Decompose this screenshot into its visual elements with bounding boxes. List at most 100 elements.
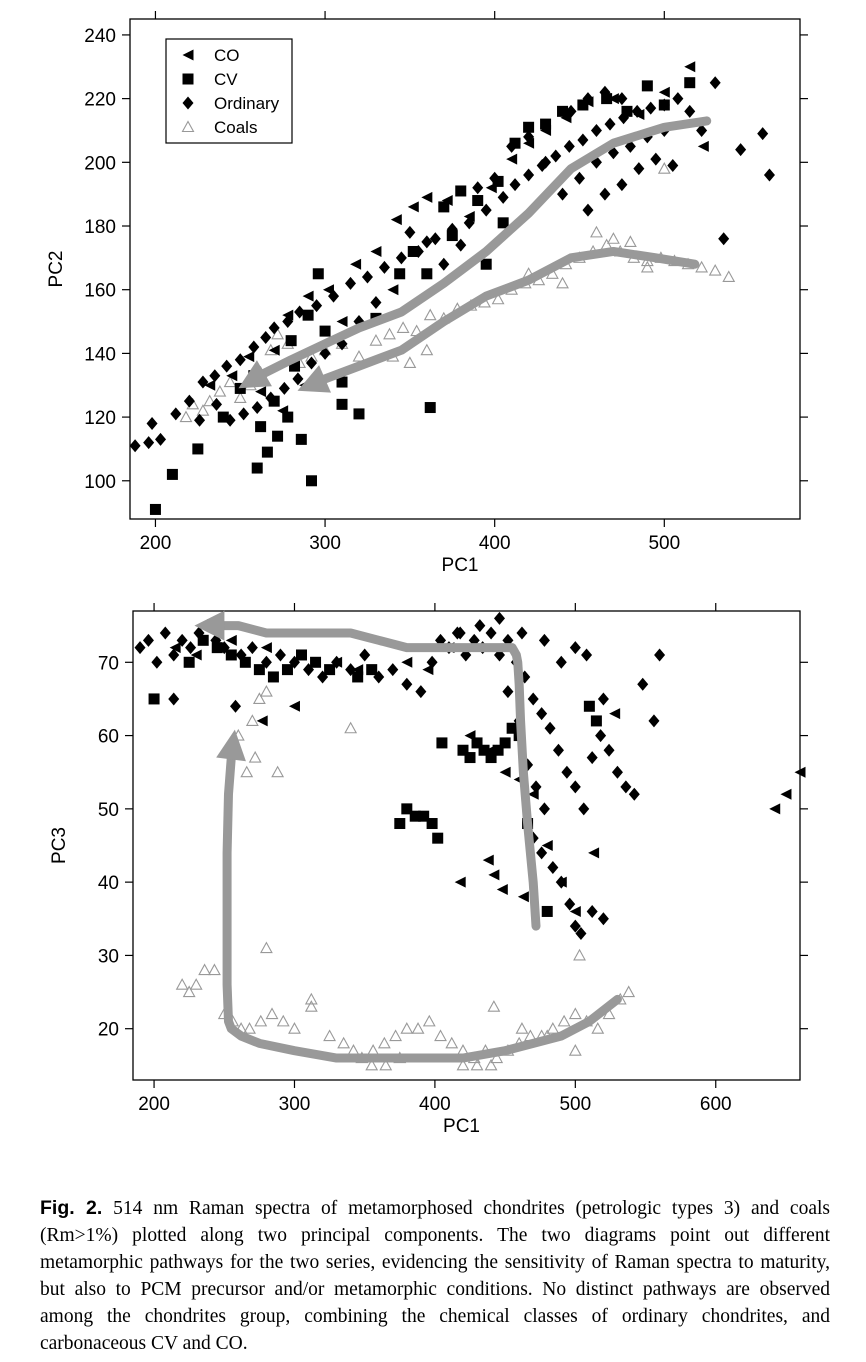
top-x-tick-label: 200 [140,533,172,554]
top-point-ordinary [268,321,280,335]
top-point-cv [492,175,504,187]
top-point-co [485,182,497,194]
bottom-point-ordinary [536,846,548,860]
bottom-point-coals [259,684,273,697]
bottom-point-co [260,642,272,654]
bottom-point-coals [271,765,285,778]
top-point-ordinary [211,397,223,411]
top-point-co [350,258,362,270]
bottom-point-coals [265,1007,279,1020]
legend-label-coals: Coals [214,118,257,137]
top-point-ordinary [667,158,679,172]
bottom-point-coals [445,1036,459,1049]
top-point-ordinary [763,168,775,182]
top-point-ordinary [294,305,306,319]
bottom-point-cv [324,664,336,676]
top-point-ordinary [421,235,433,249]
top-point-ordinary [757,127,769,141]
bottom-point-ordinary [274,648,286,662]
bottom-point-coals [573,948,586,961]
bottom-point-cv [492,744,504,756]
bottom-point-ordinary [603,743,615,757]
top-point-coals [708,263,722,276]
bottom-point-coals [487,1000,501,1012]
bottom-point-cv [409,810,421,822]
bottom-points [134,611,806,1071]
bottom-point-ordinary [401,677,413,691]
bottom-point-ordinary [260,655,272,669]
bottom-point-ordinary [168,692,180,706]
top-arrowhead-1 [238,360,272,389]
bottom-point-cv [239,656,251,668]
top-point-cv [472,195,484,207]
top-point-cv [251,462,263,474]
bottom-point-co [588,847,600,859]
bottom-point-ordinary [373,670,385,684]
legend-label-co: CO [214,46,240,65]
top-point-co [506,153,518,165]
bottom-point-cv [225,649,237,661]
top-point-ordinary [260,330,272,344]
top-point-cv [497,217,509,229]
bottom-point-cv [253,664,265,676]
bottom-point-coals [484,1058,498,1071]
top-scatter-chart: 200 300 400 500 100 120 140 160 180 200 220 240 PC1 P… [46,11,808,576]
bottom-x-tick-label: 400 [419,1094,451,1115]
bottom-point-coals [411,1022,425,1034]
top-point-cv [282,411,294,423]
bottom-point-ordinary [218,641,230,655]
top-point-ordinary [618,111,630,125]
bottom-point-ordinary [426,655,438,669]
bottom-arrowhead-1 [194,610,225,641]
bottom-point-coals [470,1058,484,1071]
top-point-ordinary [523,168,535,182]
bottom-point-co [288,700,300,712]
bottom-point-coals [198,963,212,976]
top-arrowhead-2 [297,365,331,393]
top-point-cv [684,77,696,89]
bottom-point-co [225,634,237,646]
caption-label: Fig. 2. [40,1197,103,1219]
bottom-point-cv [590,715,602,727]
bottom-point-cv [436,737,448,749]
top-point-ordinary [696,123,708,137]
bottom-point-ordinary [538,633,550,647]
bottom-point-ordinary [134,641,146,655]
top-point-ordinary [709,76,721,90]
bottom-point-co [190,649,202,661]
top-point-ordinary [684,104,696,118]
bottom-point-coals [208,963,221,976]
top-point-cv [557,105,569,117]
bottom-point-ordinary [628,787,640,801]
top-point-ordinary [463,216,475,230]
top-point-cv [523,121,535,133]
top-point-ordinary [155,432,167,446]
bottom-point-cv [148,693,160,705]
top-point-ordinary [412,244,424,258]
bottom-point-ordinary [569,641,581,655]
bottom-point-cv [401,803,413,815]
legend-label-cv: CV [214,70,238,89]
top-point-ordinary [599,187,611,201]
bottom-point-ordinary [303,663,315,677]
bottom-point-cv [197,634,209,646]
bottom-point-cv [485,752,497,764]
figure-caption: Fig. 2. 514 nm Raman spectra of metamorp… [40,1195,830,1357]
top-point-ordinary [234,353,246,367]
bottom-point-cv [432,832,444,844]
top-point-ordinary [672,92,684,106]
bottom-point-ordinary [387,663,399,677]
top-y-tick-label: 160 [84,281,116,302]
bottom-point-ordinary [474,619,486,633]
bottom-point-ordinary [516,626,528,640]
bottom-point-coals [248,750,262,763]
top-point-cv [166,468,178,480]
bottom-point-coals [189,978,203,990]
bottom-point-cv [366,664,378,676]
bottom-x-tick-label: 200 [138,1094,170,1115]
bottom-point-co [464,730,476,742]
top-point-ordinary [550,149,562,163]
top-point-coals [196,404,210,416]
top-point-cv [540,118,552,130]
bottom-point-ordinary [485,626,497,640]
